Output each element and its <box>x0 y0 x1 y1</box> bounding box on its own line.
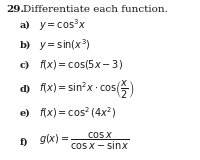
Text: c): c) <box>20 60 30 69</box>
Text: b): b) <box>20 40 31 49</box>
Text: $y = \sin(x^3)$: $y = \sin(x^3)$ <box>39 37 91 53</box>
Text: 29.: 29. <box>6 5 24 14</box>
Text: $y = \cos^3\!x$: $y = \cos^3\!x$ <box>39 17 86 33</box>
Text: a): a) <box>20 20 31 29</box>
Text: $f(x) = \cos(5x - 3)$: $f(x) = \cos(5x - 3)$ <box>39 58 123 71</box>
Text: d): d) <box>20 84 31 93</box>
Text: e): e) <box>20 108 31 117</box>
Text: Differentiate each function.: Differentiate each function. <box>23 5 168 14</box>
Text: $g(x) = \dfrac{\cos x}{\cos x - \sin x}$: $g(x) = \dfrac{\cos x}{\cos x - \sin x}$ <box>39 131 130 152</box>
Text: f): f) <box>20 137 29 146</box>
Text: $f(x) = \sin^2\!x\cdot\cos\!\left(\dfrac{x}{2}\right)$: $f(x) = \sin^2\!x\cdot\cos\!\left(\dfrac… <box>39 78 134 100</box>
Text: $f(x) = \cos^2(4x^2)$: $f(x) = \cos^2(4x^2)$ <box>39 105 116 120</box>
